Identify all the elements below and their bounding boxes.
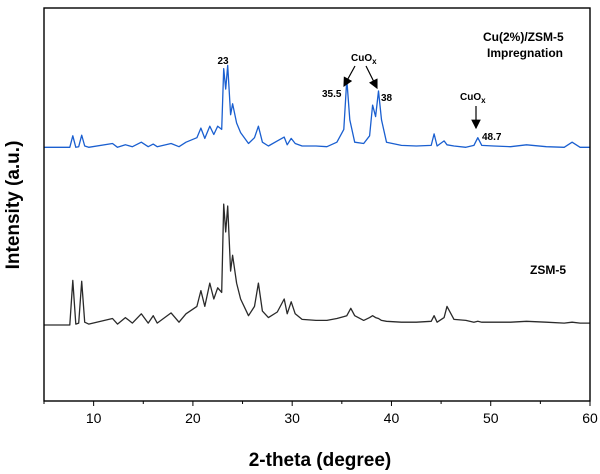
x-tick-label: 10 bbox=[86, 410, 102, 426]
series-layer bbox=[44, 64, 590, 326]
x-tick-label: 40 bbox=[384, 410, 400, 426]
arrow-35-5 bbox=[343, 65, 356, 88]
peak-label-23: 23 bbox=[217, 56, 229, 67]
x-tick-label: 60 bbox=[582, 410, 598, 426]
series-line-cu-impregnation bbox=[44, 64, 590, 148]
cuox-label-2: CuOx bbox=[460, 92, 486, 105]
x-tick-label: 30 bbox=[284, 410, 300, 426]
x-tick-label: 50 bbox=[483, 410, 499, 426]
x-axis-title: 2-theta (degree) bbox=[249, 450, 392, 471]
plot-frame bbox=[43, 7, 591, 402]
peak-label-48-7: 48.7 bbox=[482, 132, 502, 143]
cuox-subscript-2: x bbox=[481, 96, 486, 105]
peak-label-38: 38 bbox=[381, 93, 393, 104]
peak-label-35-5: 35.5 bbox=[322, 89, 342, 100]
series-label-zsm5: ZSM-5 bbox=[530, 263, 566, 277]
series-label-impregnation-line1: Cu(2%)/ZSM-5 bbox=[483, 30, 564, 44]
series-label-impregnation-line2: Impregnation bbox=[487, 46, 563, 60]
x-tick-label: 20 bbox=[185, 410, 201, 426]
y-axis-title: Intensity (a.u.) bbox=[3, 141, 24, 270]
cuox-subscript-1: x bbox=[372, 57, 377, 66]
cuox-label-1: CuOx bbox=[351, 53, 377, 66]
x-axis-ticks: 10 20 30 40 50 60 bbox=[43, 401, 598, 426]
arrow-38 bbox=[365, 65, 378, 90]
series-line-zsm5 bbox=[44, 203, 590, 326]
